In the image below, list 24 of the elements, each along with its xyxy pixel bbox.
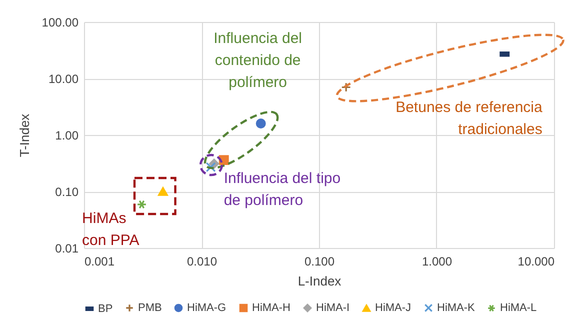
x-tick-label: 1.000 — [422, 254, 452, 268]
legend-label: BP — [98, 302, 113, 315]
x-tick-label: 0.100 — [304, 254, 335, 268]
legend-label: HiMA-K — [437, 302, 476, 314]
annotation: Influencia del contenido de polímero — [214, 30, 302, 91]
y-tick-label: 10.00 — [48, 72, 79, 86]
y-tick-label: 0.10 — [55, 185, 79, 199]
legend-label: HiMA-G — [187, 302, 226, 314]
legend-label: HiMA-L — [500, 302, 537, 314]
x-tick-label: 10.000 — [518, 254, 555, 268]
x-axis-title: L-Index — [298, 274, 342, 288]
y-tick-label: 1.00 — [55, 128, 79, 142]
annotation: Influencia del tipo de polímero — [224, 170, 341, 209]
y-tick-label: 0.01 — [55, 242, 79, 256]
legend-label: HiMA-H — [252, 302, 291, 314]
annotation: HiMAs con PPA — [82, 210, 140, 249]
legend-label: HiMA-I — [316, 302, 350, 314]
x-tick-label: 0.001 — [84, 254, 115, 268]
y-axis-title: T-Index — [16, 113, 32, 158]
legend-label: PMB — [138, 302, 162, 314]
annotation: Betunes de referencia tradicionales — [396, 99, 543, 138]
legend-label: HiMA-J — [375, 302, 412, 314]
x-tick-label: 0.010 — [186, 254, 218, 268]
y-tick-label: 100.00 — [42, 16, 79, 30]
